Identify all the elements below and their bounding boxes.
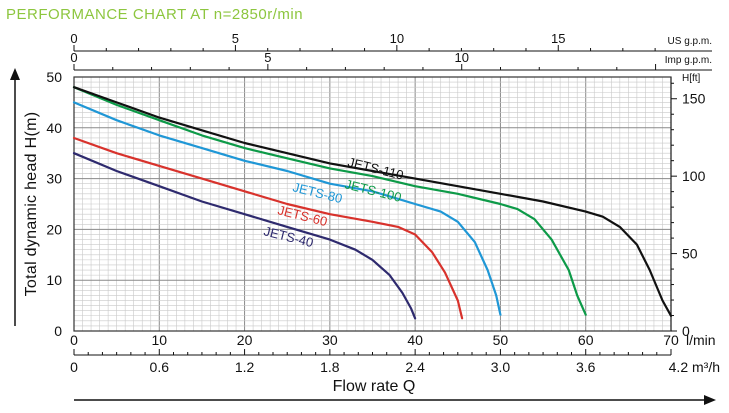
series-line-jets-40 (72, 152, 417, 320)
x-axis-arrow-head (704, 395, 716, 405)
x-unit-m3h: 4.2 m³/h (669, 359, 720, 375)
top-imp-tick-label: 10 (454, 50, 468, 65)
right-tick-label: 150 (682, 91, 706, 107)
x-tick-label-m3h: 0.6 (150, 359, 170, 375)
x-tick-label-m3h: 2.4 (405, 359, 425, 375)
top-imp-unit: Imp g.p.m. (665, 55, 712, 66)
x-tick-label-m3h: 0 (70, 359, 78, 375)
x-tick-label-lmin: 70 (663, 332, 679, 348)
top-imp-tick-label: 0 (70, 50, 77, 65)
right-tick-label: 100 (682, 168, 706, 184)
series-line-jets-110 (72, 86, 673, 317)
x-tick-label-lmin: 30 (322, 332, 338, 348)
top-imp-tick-label: 5 (264, 50, 271, 65)
x-tick-label-m3h: 1.8 (320, 359, 340, 375)
top-us-tick-label: 10 (390, 31, 404, 46)
y-tick-label: 30 (46, 171, 62, 187)
x-tick-label-m3h: 3.0 (491, 359, 511, 375)
x-tick-label-lmin: 10 (151, 332, 167, 348)
series-line-jets-80 (72, 101, 502, 316)
right-axis-unit: H[ft] (682, 73, 701, 84)
x-tick-label-lmin: 40 (407, 332, 423, 348)
y-tick-label: 10 (46, 272, 62, 288)
x-tick-label-m3h: 1.2 (235, 359, 255, 375)
x-tick-label-lmin: 50 (493, 332, 509, 348)
y-axis-title: Total dynamic head H(m) (23, 112, 40, 297)
y-tick-label: 20 (46, 221, 62, 237)
grid (73, 76, 672, 332)
top-us-tick-label: 15 (551, 31, 565, 46)
x-tick-label-lmin: 60 (578, 332, 594, 348)
y-tick-label: 50 (46, 69, 62, 85)
right-tick-label: 0 (682, 323, 690, 339)
y-tick-label: 40 (46, 120, 62, 136)
x-tick-label-lmin: 0 (70, 332, 78, 348)
x-tick-label-m3h: 3.6 (576, 359, 596, 375)
x-tick-label-lmin: 20 (237, 332, 253, 348)
top-us-unit: US g.p.m. (668, 36, 712, 47)
x-axis-title: Flow rate Q (333, 378, 416, 395)
series-label-jets-80: JETS-80 (291, 179, 344, 206)
y-tick-label: 0 (54, 323, 62, 339)
y-axis-arrow-head (10, 68, 20, 80)
series-line-jets-100 (72, 86, 587, 316)
series-line-jets-60 (72, 136, 464, 320)
top-us-tick-label: 5 (232, 31, 239, 46)
x-unit-lmin: l/min (686, 332, 716, 348)
chart-title: PERFORMANCE CHART AT n=2850r/min (6, 6, 304, 23)
top-us-tick-label: 0 (70, 31, 77, 46)
right-tick-label: 50 (682, 246, 698, 262)
